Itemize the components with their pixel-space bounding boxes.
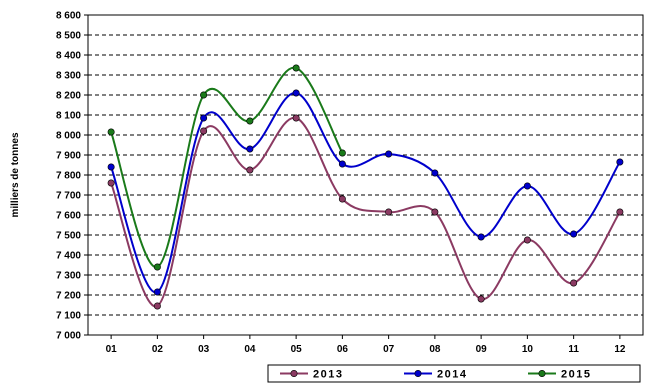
data-point-2013: [200, 127, 208, 135]
data-point-2013: [570, 279, 578, 287]
legend-label: 2013: [313, 369, 343, 381]
y-tick-label: 8 200: [56, 91, 81, 102]
y-tick-label: 8 600: [56, 11, 81, 22]
legend-swatch-marker: [290, 369, 298, 377]
x-tick-label: 12: [614, 344, 626, 355]
grid-lines: [88, 34, 643, 316]
x-tick-label: 09: [476, 344, 488, 355]
data-point-2013: [338, 195, 346, 203]
x-tick-label: 02: [152, 344, 164, 355]
data-point-2014: [616, 158, 624, 166]
y-axis-title: milliers de tonnes: [10, 132, 21, 217]
series-line-2013: [110, 116, 621, 308]
data-point-2014: [385, 150, 393, 158]
data-point-2015: [107, 128, 115, 136]
data-point-2013: [246, 166, 254, 174]
data-point-2014: [153, 288, 161, 296]
data-point-2013: [385, 208, 393, 216]
y-tick-label: 8 100: [56, 111, 81, 122]
data-point-2014: [477, 233, 485, 241]
x-tick-label: 06: [337, 344, 349, 355]
data-point-2014: [200, 114, 208, 122]
data-point-2014: [338, 160, 346, 168]
data-point-2013: [153, 302, 161, 310]
x-axis-ticks: 01 02 03 04 05 06 07 08 09 10 11 12: [106, 335, 626, 355]
series-points: [107, 64, 624, 310]
data-point-2013: [523, 236, 531, 244]
y-tick-label: 7 500: [56, 231, 81, 242]
y-tick-label: 7 100: [56, 311, 81, 322]
data-point-2015: [153, 263, 161, 271]
data-point-2014: [107, 163, 115, 171]
y-tick-label: 7 800: [56, 171, 81, 182]
legend: 2013 2014 2015: [267, 364, 641, 383]
x-tick-label: 05: [291, 344, 303, 355]
x-tick-label: 11: [568, 344, 579, 355]
x-tick-label: 01: [106, 344, 118, 355]
data-point-2015: [338, 149, 346, 157]
y-tick-label: 8 400: [56, 51, 81, 62]
series-line-2015: [110, 66, 344, 268]
y-tick-label: 7 700: [56, 191, 81, 202]
legend-swatch-marker: [538, 369, 546, 377]
legend-swatch-marker: [414, 369, 422, 377]
data-point-2014: [523, 182, 531, 190]
x-tick-label: 03: [198, 344, 210, 355]
y-tick-label: 7 300: [56, 271, 81, 282]
y-tick-label: 7 400: [56, 251, 81, 262]
legend-box: [267, 364, 641, 383]
legend-label: 2014: [437, 369, 467, 381]
series-lines: [110, 66, 621, 308]
data-point-2015: [246, 117, 254, 125]
data-point-2014: [570, 230, 578, 238]
y-tick-label: 8 000: [56, 131, 81, 142]
x-tick-label: 10: [522, 344, 534, 355]
y-tick-label: 8 500: [56, 31, 81, 42]
data-point-2015: [200, 91, 208, 99]
data-point-2015: [292, 64, 300, 72]
y-tick-label: 8 300: [56, 71, 81, 82]
data-point-2014: [431, 169, 439, 177]
y-axis-ticks: 7 000 7 100 7 200 7 300 7 400 7 500 7 600 7 700…: [56, 11, 88, 342]
y-tick-label: 7 200: [56, 291, 81, 302]
y-tick-label: 7 600: [56, 211, 81, 222]
x-tick-label: 04: [244, 344, 256, 355]
legend-label: 2015: [561, 369, 591, 381]
y-tick-label: 7 000: [56, 331, 81, 342]
data-point-2013: [292, 114, 300, 122]
data-point-2013: [107, 179, 115, 187]
data-point-2013: [616, 208, 624, 216]
x-tick-label: 07: [383, 344, 395, 355]
data-point-2014: [292, 89, 300, 97]
data-point-2013: [477, 295, 485, 303]
y-tick-label: 7 900: [56, 151, 81, 162]
x-tick-label: 08: [429, 344, 441, 355]
data-point-2014: [246, 145, 254, 153]
data-point-2013: [431, 208, 439, 216]
